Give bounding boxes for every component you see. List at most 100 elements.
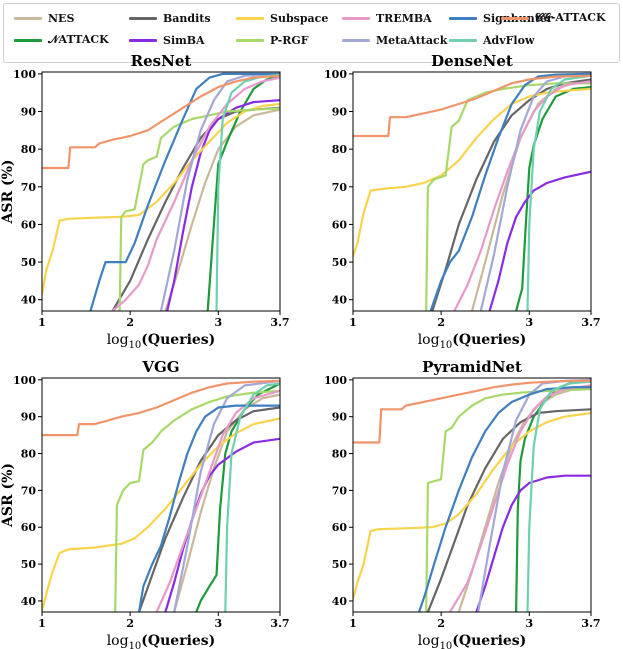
series-line [173, 379, 280, 612]
y-tick-label: 90 [332, 411, 348, 424]
x-axis-label: log10(Queries) [418, 633, 527, 649]
legend-swatch [14, 38, 42, 42]
x-tick-label: 3.7 [581, 617, 600, 630]
y-tick-label: 100 [324, 374, 347, 387]
y-tick-label: 100 [13, 68, 36, 81]
y-axis-label: ASR (%) [0, 159, 16, 224]
series-line [42, 417, 280, 612]
plot-frame [352, 71, 592, 312]
legend-label: AdvFlow [483, 33, 535, 47]
legend-item: 𝒞𝒢-ATTACK [501, 11, 606, 25]
y-tick-label: 50 [21, 256, 37, 269]
y-tick-label: 40 [332, 595, 348, 608]
legend-swatch [236, 38, 264, 42]
legend-swatch [449, 38, 477, 42]
legend-label: Subspace [270, 11, 329, 25]
series-line [526, 380, 591, 612]
legend-item: 𝒩ATTACK [14, 33, 109, 47]
x-tick-label: 1 [349, 617, 357, 630]
y-tick-label: 70 [21, 181, 37, 194]
y-tick-label: 50 [21, 558, 37, 571]
y-tick-label: 80 [332, 143, 348, 156]
series-line [89, 72, 280, 311]
y-tick-label: 100 [13, 374, 36, 387]
legend-swatch [342, 16, 370, 20]
y-tick-label: 50 [332, 558, 348, 571]
legend-item: P-RGF [236, 33, 309, 47]
legend-item: Bandits [129, 11, 211, 25]
series-line [42, 379, 280, 437]
x-tick-label: 1 [38, 316, 46, 329]
series-line [159, 72, 280, 311]
series-line [114, 389, 280, 612]
series-line [353, 379, 591, 444]
x-tick-label: 3.7 [270, 316, 289, 329]
y-tick-label: 60 [332, 218, 348, 231]
chart-title: ResNet [131, 52, 192, 70]
y-tick-label: 70 [21, 484, 37, 497]
y-tick-label: 40 [21, 595, 37, 608]
plot-frame [352, 377, 592, 613]
y-tick-label: 70 [332, 181, 348, 194]
series-group [42, 72, 280, 311]
chart-panel: VGG 1 2 3 3.7 40 50 60 70 80 90 100 log10(Queries) AS… [0, 358, 290, 649]
legend-swatch [449, 16, 477, 20]
chart-title: DenseNet [431, 52, 513, 70]
x-tick-label: 3.7 [270, 617, 289, 630]
series-line [426, 408, 591, 612]
x-tick-label: 2 [126, 316, 134, 329]
x-tick-label: 1 [38, 617, 46, 630]
y-tick-label: 90 [21, 106, 37, 119]
legend-item: Subspace [236, 11, 328, 25]
chart-panel: DenseNet 1 2 3 3.7 40 50 60 70 80 90 100 log10(Queri… [324, 52, 601, 351]
legend-label: P-RGF [270, 33, 309, 47]
x-tick-label: 3 [525, 316, 533, 329]
legend-swatch [14, 16, 42, 20]
series-line [111, 76, 280, 311]
series-line [195, 382, 280, 612]
y-tick-label: 90 [332, 106, 348, 119]
x-tick-label: 3 [214, 316, 222, 329]
legend-label: TREMBA [376, 11, 432, 25]
legend-item: NES [14, 11, 74, 25]
x-axis-label: log10(Queries) [107, 332, 216, 351]
x-tick-label: 3 [214, 617, 222, 630]
y-tick-label: 90 [21, 411, 37, 424]
legend-item: SimBA [129, 33, 205, 47]
y-tick-label: 70 [332, 484, 348, 497]
series-line [475, 474, 591, 612]
series-group [353, 378, 591, 612]
x-axis-label: log10(Queries) [107, 633, 216, 649]
legend-item: MetaAttack [342, 33, 447, 47]
chart-panel: ResNet 1 2 3 3.7 40 50 60 70 80 90 100 log10(Queries… [0, 52, 290, 351]
legend-item: AdvFlow [449, 33, 534, 47]
chart-title: VGG [141, 358, 179, 376]
y-tick-label: 80 [21, 143, 37, 156]
series-line [137, 404, 280, 612]
series-line [164, 437, 280, 612]
series-line [425, 388, 591, 612]
series-line [42, 74, 280, 170]
series-line [353, 87, 591, 258]
y-tick-label: 40 [21, 294, 37, 307]
legend-swatch [129, 38, 157, 42]
x-axis-label: log10(Queries) [418, 332, 527, 351]
y-axis-label: ASR (%) [0, 463, 16, 528]
y-tick-label: 60 [332, 521, 348, 534]
x-tick-label: 2 [126, 617, 134, 630]
series-line [166, 99, 280, 311]
series-line [224, 382, 280, 612]
legend-swatch [501, 16, 529, 20]
legend-swatch [342, 38, 370, 42]
x-tick-label: 2 [437, 617, 445, 630]
plot-frame [41, 71, 281, 312]
y-tick-label: 40 [332, 294, 348, 307]
legend-label: SimBA [163, 33, 205, 47]
series-line [429, 72, 591, 311]
series-line [137, 406, 280, 612]
series-line [353, 74, 591, 138]
plot-frame [41, 377, 281, 613]
y-tick-label: 60 [21, 218, 37, 231]
legend-label: Bandits [163, 11, 211, 25]
